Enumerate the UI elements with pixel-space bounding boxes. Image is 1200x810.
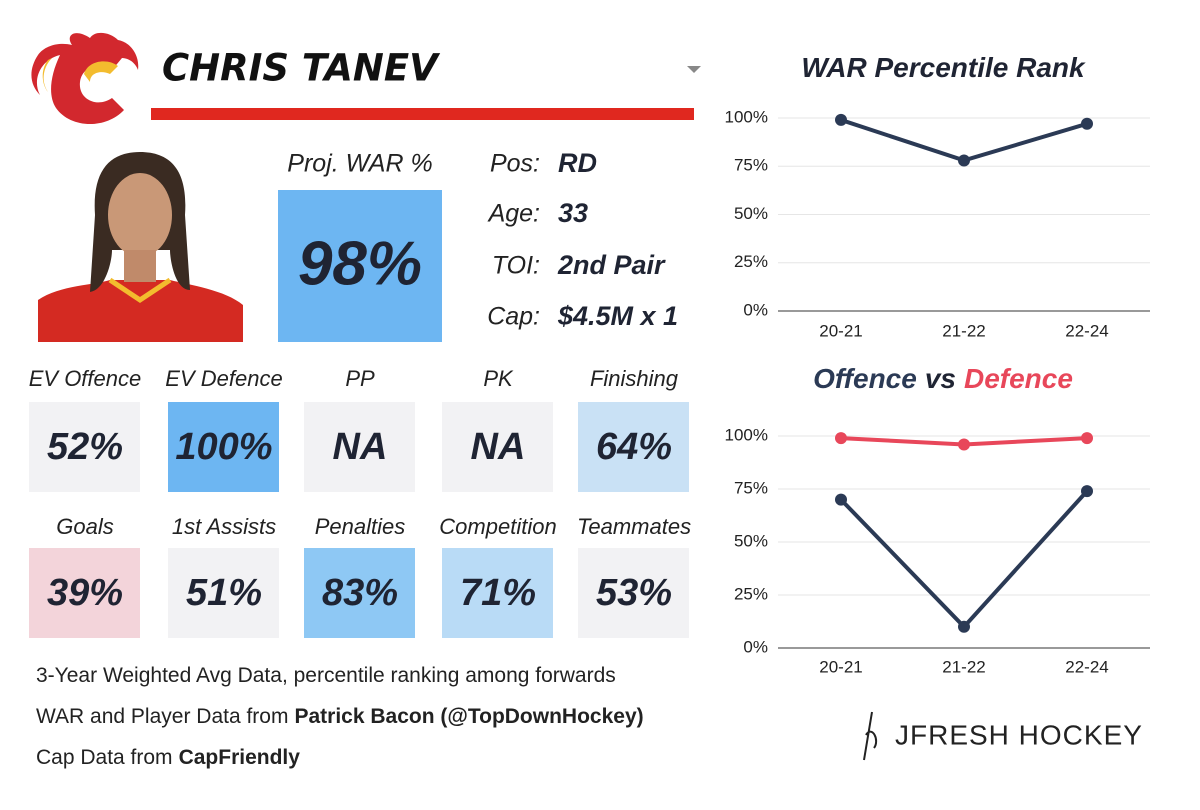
note: 3-Year Weighted Avg Data, percentile ran… — [36, 664, 616, 687]
stat-label: Teammates — [577, 514, 691, 539]
chart-title-part: Offence — [813, 363, 917, 394]
stat-value: NA — [333, 426, 388, 468]
series-line — [840, 118, 1088, 163]
note-text: 3-Year Weighted Avg Data, percentile ran… — [36, 664, 616, 687]
note-text: Cap Data from — [36, 746, 173, 769]
chart-title-part: vs — [925, 363, 956, 394]
y-tick-label: 75% — [734, 478, 768, 497]
dropdown-caret[interactable] — [687, 66, 701, 73]
point — [835, 432, 847, 445]
y-tick-label: 25% — [734, 584, 768, 603]
y-tick-label: 50% — [734, 531, 768, 550]
team-logo — [31, 32, 139, 125]
stat-tile — [578, 548, 689, 638]
note: WAR and Player Data from Patrick Bacon (@… — [36, 705, 644, 728]
info-value: 33 — [558, 198, 588, 228]
stat-tile — [168, 402, 279, 492]
stat-value: 39% — [47, 572, 123, 614]
point — [1081, 117, 1093, 130]
proj-war-value: 98% — [298, 229, 422, 298]
header-bar — [151, 108, 694, 120]
stat-tile — [304, 548, 415, 638]
info-label: Cap: — [487, 303, 540, 331]
stat-tile — [168, 548, 279, 638]
chart-title-part: WAR Percentile Rank — [801, 52, 1086, 83]
stat-value: 51% — [186, 572, 262, 614]
x-tick-label: 20-21 — [819, 657, 862, 676]
info-value: 2nd Pair — [557, 250, 666, 280]
stat-tile — [29, 548, 140, 638]
stat-value: 71% — [460, 572, 536, 614]
stat-label: Penalties — [315, 514, 406, 539]
point — [1081, 432, 1093, 445]
stat-label: Finishing — [590, 366, 679, 391]
x-tick-label: 22-24 — [1065, 321, 1108, 340]
stat-label: 1st Assists — [172, 514, 276, 539]
brand: JFRESH HOCKEY — [895, 719, 1143, 750]
y-tick-label: 50% — [734, 204, 768, 223]
point — [958, 620, 970, 633]
y-tick-label: 100% — [725, 107, 768, 126]
stat-tile — [442, 402, 553, 492]
note: Cap Data from CapFriendly — [36, 746, 300, 769]
point — [958, 154, 970, 167]
stat-value: 64% — [596, 426, 672, 468]
x-tick-label: 22-24 — [1065, 657, 1108, 676]
point — [958, 438, 970, 451]
stat-label: PK — [483, 366, 514, 391]
stat-value: 83% — [322, 572, 398, 614]
stat-value: 53% — [596, 572, 672, 614]
x-tick-label: 21-22 — [942, 657, 985, 676]
brand-mark — [863, 711, 878, 761]
info-label: Pos: — [490, 150, 540, 178]
stat-label: Competition — [439, 514, 556, 539]
point — [835, 113, 847, 126]
point — [1081, 485, 1093, 498]
series-line — [839, 489, 1089, 630]
info-value: $4.5M x 1 — [557, 301, 678, 331]
info-value: RD — [558, 148, 597, 178]
y-tick-label: 75% — [734, 156, 768, 175]
stat-tile — [442, 548, 553, 638]
stat-label: EV Defence — [165, 366, 282, 391]
x-tick-label: 20-21 — [819, 321, 862, 340]
note-source: Patrick Bacon (@TopDownHockey) — [294, 705, 643, 728]
proj-war-box — [278, 190, 442, 342]
chart-title-part: Defence — [964, 363, 1073, 394]
stat-label: Goals — [56, 514, 113, 539]
stat-tile — [578, 402, 689, 492]
x-tick-label: 21-22 — [942, 321, 985, 340]
player-name: CHRIS TANEV — [162, 47, 441, 90]
point — [835, 493, 847, 506]
player-photo — [38, 150, 243, 342]
y-tick-label: 100% — [725, 425, 768, 444]
y-tick-label: 25% — [734, 252, 768, 271]
stat-tile — [304, 402, 415, 492]
stat-value: 52% — [47, 426, 123, 468]
stat-value: NA — [471, 426, 526, 468]
stat-tile — [29, 402, 140, 492]
proj-war-label: Proj. WAR % — [287, 150, 432, 178]
y-tick-label: 0% — [743, 637, 768, 656]
stat-value: 100% — [175, 426, 272, 468]
note-text: WAR and Player Data from — [36, 705, 288, 728]
stat-label: PP — [345, 366, 375, 391]
stat-label: EV Offence — [29, 366, 142, 391]
chart-title: Offence vs Defence — [813, 363, 1073, 394]
chart-title: WAR Percentile Rank — [801, 52, 1086, 83]
y-tick-label: 0% — [743, 300, 768, 319]
info-label: Age: — [487, 200, 540, 228]
info-label: TOI: — [492, 252, 540, 280]
note-source: CapFriendly — [179, 746, 301, 769]
